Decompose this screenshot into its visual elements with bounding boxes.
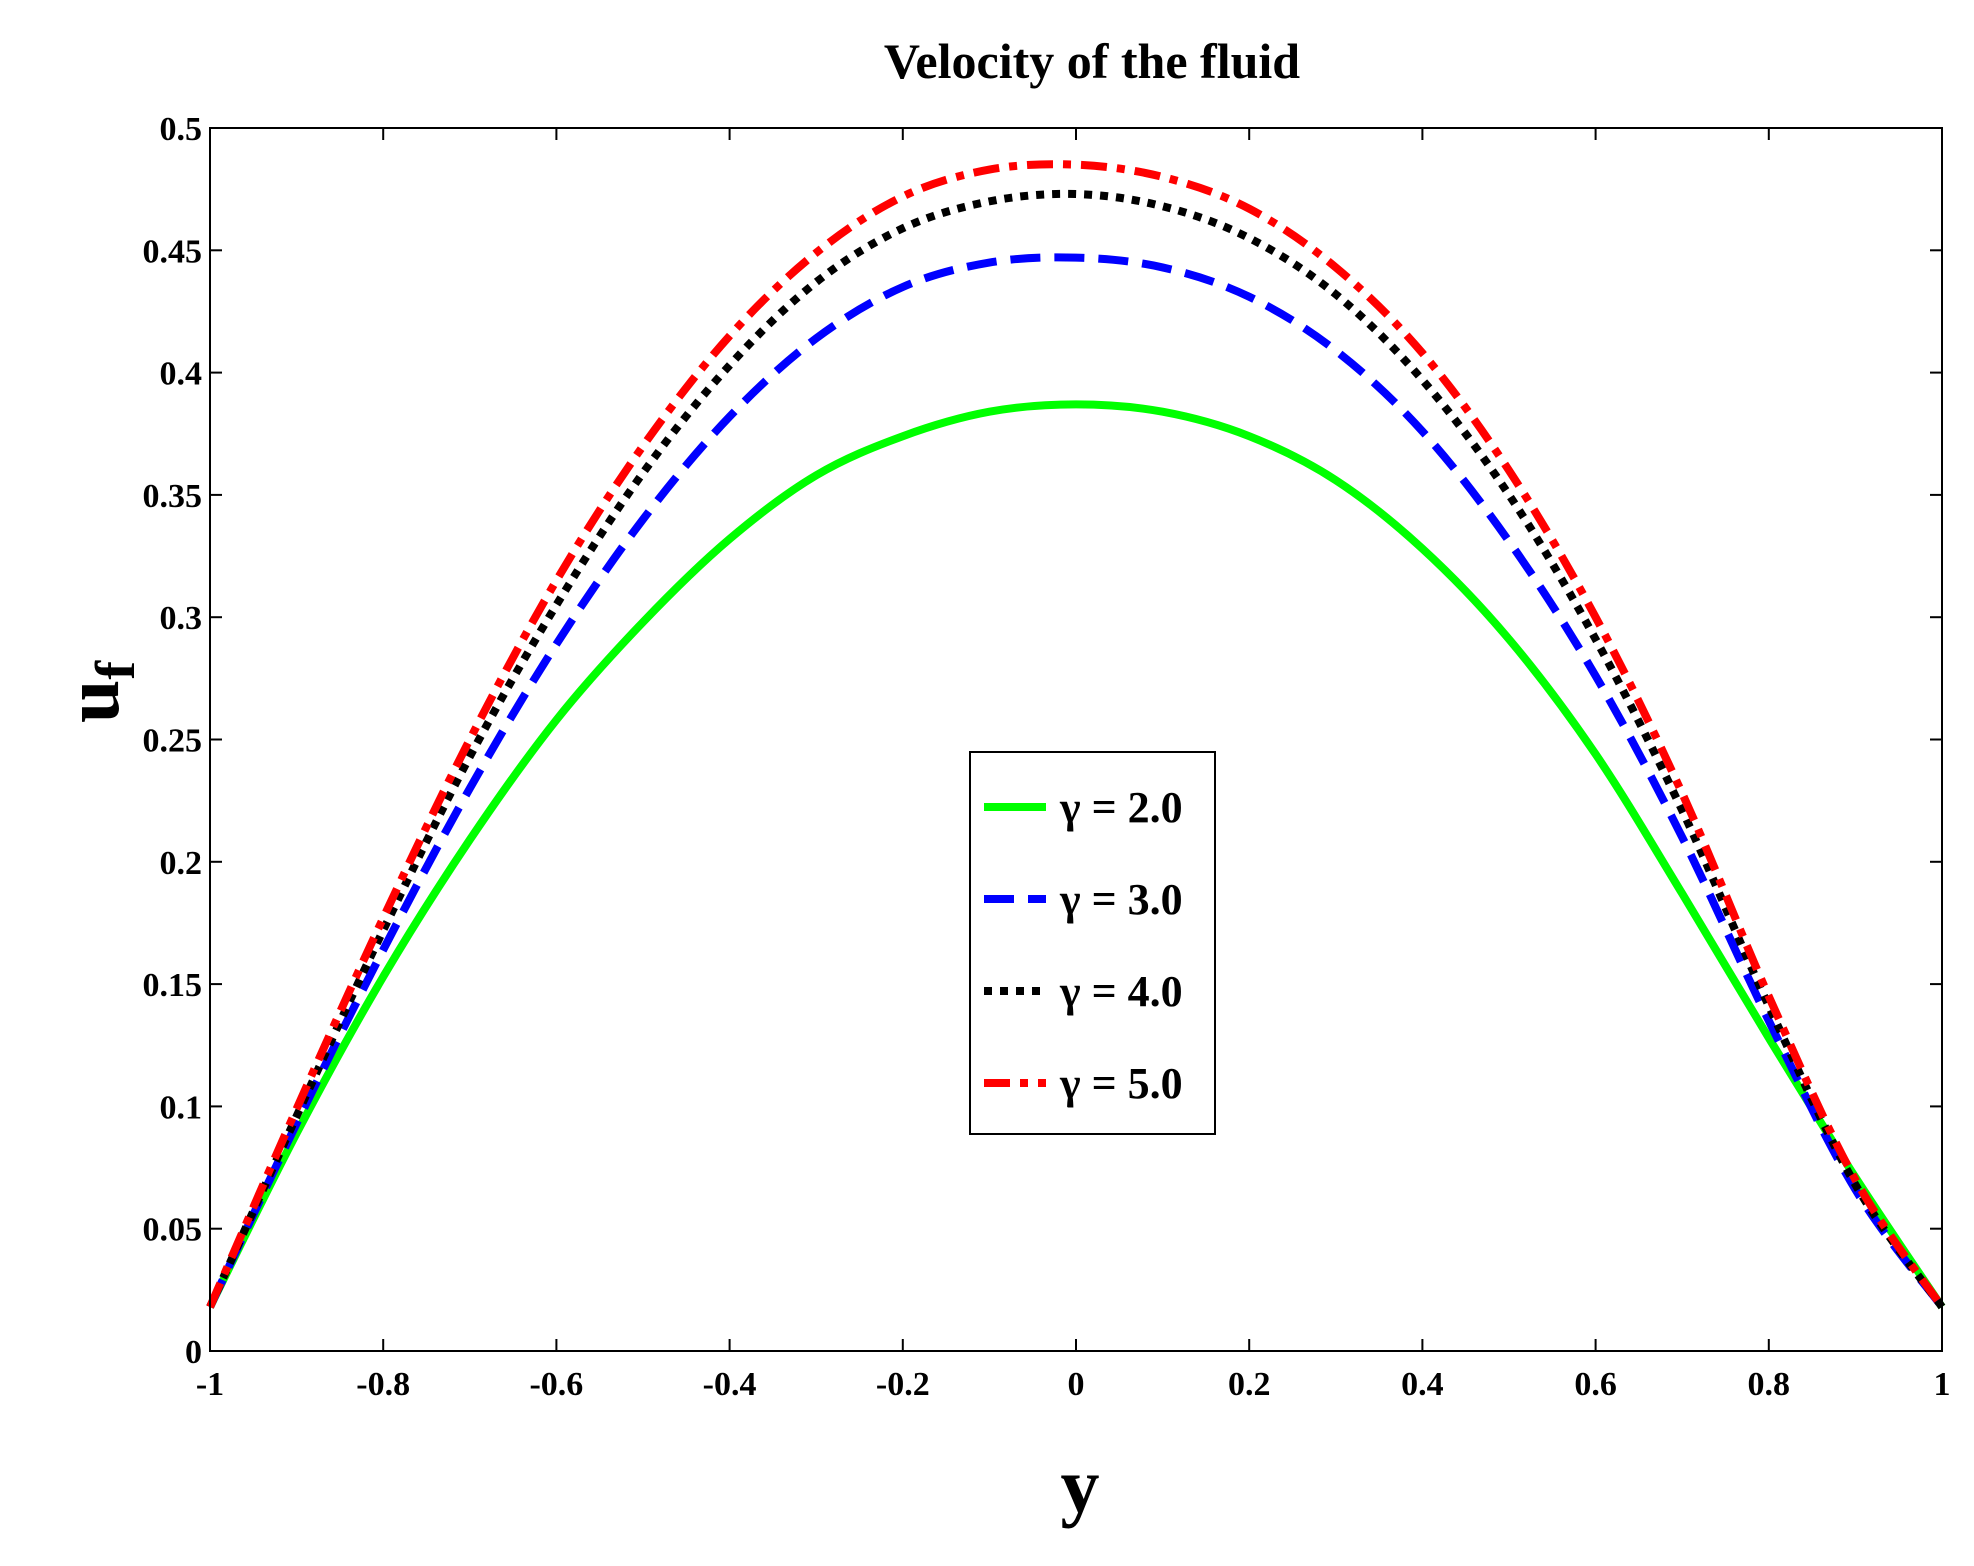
- x-tick-label: -0.2: [876, 1366, 930, 1403]
- series-line-3: [206, 189, 1946, 1310]
- legend: γ = 2.0 γ = 3.0 γ = 4.0 γ = 5.0: [969, 751, 1216, 1135]
- y-tick-label: 0.2: [160, 845, 203, 882]
- y-tick-label: 0.05: [143, 1212, 203, 1249]
- y-tick-label: 0.35: [143, 478, 203, 515]
- y-tick-group: 0 0.05 0.1 0.15 0.2 0.25 0.3 0.35 0.4 0.45 0.5: [143, 111, 1942, 1371]
- y-tick-label: 0: [185, 1334, 202, 1371]
- x-tick-label: 0.6: [1574, 1366, 1617, 1403]
- x-tick-label: -0.8: [356, 1366, 410, 1403]
- series-line-4: [206, 160, 1946, 1310]
- series-line-2: [206, 253, 1946, 1310]
- x-tick-label: 0.8: [1748, 1366, 1791, 1403]
- x-tick-label: 0.2: [1228, 1366, 1271, 1403]
- x-tick-label: 0.4: [1401, 1366, 1444, 1403]
- x-tick-label: -1: [196, 1366, 224, 1403]
- x-axis-label: y: [1061, 1442, 1100, 1529]
- legend-label: γ = 2.0: [1059, 783, 1183, 832]
- series-line-1: [206, 400, 1946, 1310]
- y-tick-label: 0.5: [160, 111, 203, 148]
- x-tick-label: 1: [1934, 1366, 1951, 1403]
- x-tick-group: -1 -0.8 -0.6 -0.4 -0.2 0 0.2 0.4 0.6 0.8 1: [196, 128, 1951, 1403]
- x-tick-label: -0.4: [703, 1366, 757, 1403]
- svg-text:uf: uf: [48, 660, 147, 723]
- legend-box: [969, 751, 1216, 1135]
- legend-label: γ = 3.0: [1059, 875, 1183, 924]
- y-axis-label: uf: [48, 660, 147, 723]
- y-tick-label: 0.4: [160, 356, 203, 393]
- y-tick-label: 0.25: [143, 723, 203, 760]
- y-tick-label: 0.15: [143, 967, 203, 1004]
- plot-frame: [209, 127, 1943, 1352]
- legend-label: γ = 4.0: [1059, 967, 1183, 1016]
- series-group: [206, 160, 1946, 1310]
- y-tick-label: 0.45: [143, 233, 203, 270]
- y-axis-label-base: u: [48, 680, 135, 723]
- y-tick-label: 0.3: [160, 600, 203, 637]
- y-axis-label-subscript: f: [85, 660, 147, 680]
- legend-label: γ = 5.0: [1059, 1059, 1183, 1108]
- x-tick-label: -0.6: [529, 1366, 583, 1403]
- x-tick-label: 0: [1068, 1366, 1085, 1403]
- y-tick-label: 0.1: [160, 1089, 203, 1126]
- chart-title: Velocity of the fluid: [884, 33, 1300, 89]
